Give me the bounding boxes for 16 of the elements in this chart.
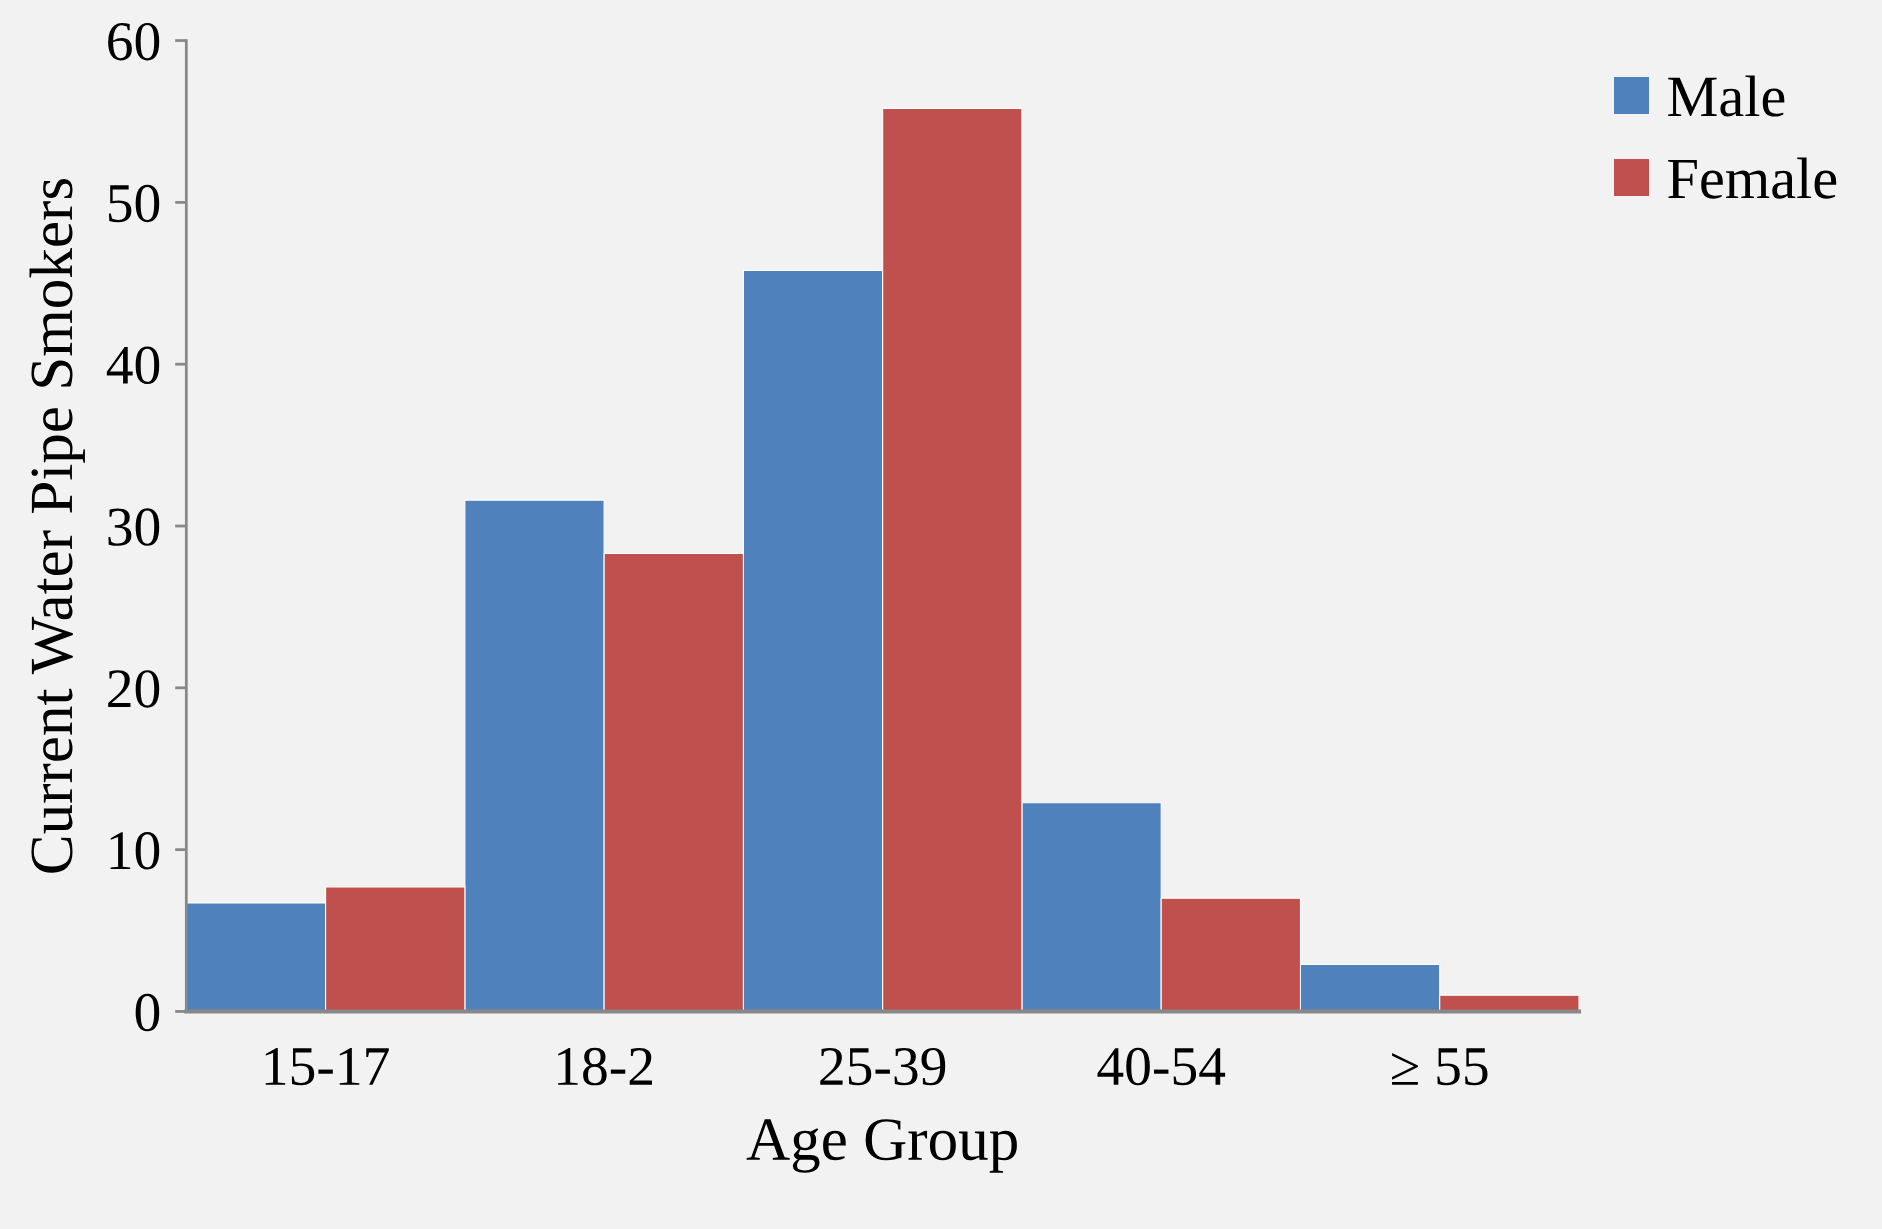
legend-label: Female bbox=[1668, 157, 1837, 199]
x-axis-title: Age Group bbox=[746, 1119, 1017, 1173]
y-tick-label: 10 bbox=[110, 831, 160, 870]
y-tick-label: 0 bbox=[135, 993, 160, 1032]
y-tick-label: 60 bbox=[108, 22, 160, 61]
y-axis-title: Current Water Pipe Smokers bbox=[29, 179, 85, 873]
y-tick-label: 30 bbox=[108, 508, 160, 546]
x-tick-label: 18-2 bbox=[558, 1047, 652, 1086]
x-tick-label: 25-39 bbox=[820, 1047, 946, 1086]
x-tick-label: 40-54 bbox=[1097, 1047, 1226, 1086]
x-tick-label: ≥ 55 bbox=[1392, 1048, 1488, 1086]
y-tick-label: 50 bbox=[108, 184, 160, 223]
y-tick-label: 20 bbox=[108, 670, 160, 708]
legend-label: Male bbox=[1668, 75, 1785, 117]
x-tick-label: 15-17 bbox=[265, 1048, 389, 1086]
y-tick-label: 40 bbox=[106, 346, 160, 385]
